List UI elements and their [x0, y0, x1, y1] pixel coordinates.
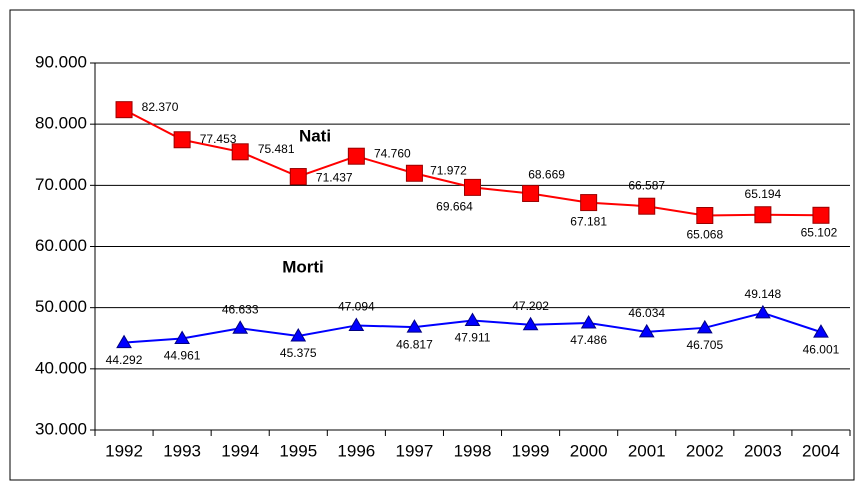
value-label: 71.972 — [430, 163, 467, 177]
x-tick-label: 1997 — [396, 441, 434, 460]
value-label: 46.034 — [628, 306, 665, 320]
x-tick-label: 1999 — [512, 441, 550, 460]
chart-frame — [9, 9, 855, 481]
value-label: 45.375 — [280, 346, 317, 360]
marker — [580, 194, 598, 212]
value-label: 44.292 — [106, 353, 143, 367]
marker — [522, 316, 539, 331]
x-tick-label: 1992 — [105, 441, 143, 460]
marker — [290, 327, 307, 342]
legend-label: Morti — [282, 257, 324, 276]
marker — [347, 147, 365, 165]
value-label: 47.202 — [512, 299, 549, 313]
marker — [173, 131, 191, 149]
marker — [464, 312, 481, 326]
value-label: 69.664 — [436, 200, 473, 214]
marker — [696, 319, 713, 334]
value-label: 65.194 — [745, 187, 782, 201]
x-tick-label: 1995 — [279, 441, 317, 460]
value-label: 66.587 — [628, 178, 665, 192]
x-tick-label: 2001 — [628, 441, 666, 460]
y-tick-label: 80.000 — [35, 114, 87, 133]
marker — [813, 324, 829, 338]
marker — [348, 317, 365, 331]
x-tick-label: 1994 — [221, 441, 259, 460]
value-label: 46.705 — [686, 338, 723, 352]
x-tick-label: 1998 — [454, 441, 492, 460]
value-label: 46.001 — [803, 342, 840, 356]
marker — [755, 304, 771, 319]
marker — [464, 178, 481, 196]
x-tick-label: 2003 — [744, 441, 782, 460]
marker — [405, 164, 423, 182]
value-label: 47.094 — [338, 300, 375, 314]
marker — [638, 323, 655, 338]
marker — [174, 330, 190, 344]
value-label: 46.817 — [396, 337, 433, 351]
value-label: 71.437 — [316, 171, 353, 185]
value-label: 65.068 — [686, 228, 723, 242]
marker — [754, 206, 772, 224]
y-tick-label: 30.000 — [35, 419, 87, 438]
marker — [696, 207, 714, 225]
value-label: 44.961 — [164, 349, 201, 363]
marker — [406, 319, 423, 333]
y-tick-label: 50.000 — [35, 297, 87, 316]
value-label: 67.181 — [570, 215, 607, 229]
legend-label: Nati — [299, 126, 331, 145]
marker — [115, 101, 133, 119]
marker — [231, 143, 249, 161]
value-label: 74.760 — [374, 146, 411, 160]
x-tick-label: 2002 — [686, 441, 724, 460]
x-tick-label: 2004 — [802, 441, 840, 460]
value-label: 77.453 — [200, 132, 237, 146]
value-label: 47.486 — [570, 333, 607, 347]
value-label: 49.148 — [745, 287, 782, 301]
x-tick-label: 2000 — [570, 441, 608, 460]
y-tick-label: 70.000 — [35, 175, 87, 194]
value-label: 46.633 — [222, 302, 259, 316]
marker — [289, 168, 307, 186]
marker — [580, 315, 597, 329]
marker — [232, 320, 249, 334]
x-tick-label: 1993 — [163, 441, 201, 460]
marker — [812, 206, 830, 224]
value-label: 65.102 — [801, 225, 838, 239]
value-label: 75.481 — [258, 142, 295, 156]
value-label: 82.370 — [142, 100, 179, 114]
x-tick-label: 1996 — [337, 441, 375, 460]
marker — [116, 334, 132, 349]
y-tick-label: 90.000 — [35, 52, 87, 71]
value-label: 68.669 — [528, 168, 565, 182]
y-tick-label: 60.000 — [35, 236, 87, 255]
value-label: 47.911 — [455, 331, 491, 345]
marker — [638, 197, 656, 215]
y-tick-label: 40.000 — [35, 358, 87, 377]
marker — [522, 184, 540, 202]
